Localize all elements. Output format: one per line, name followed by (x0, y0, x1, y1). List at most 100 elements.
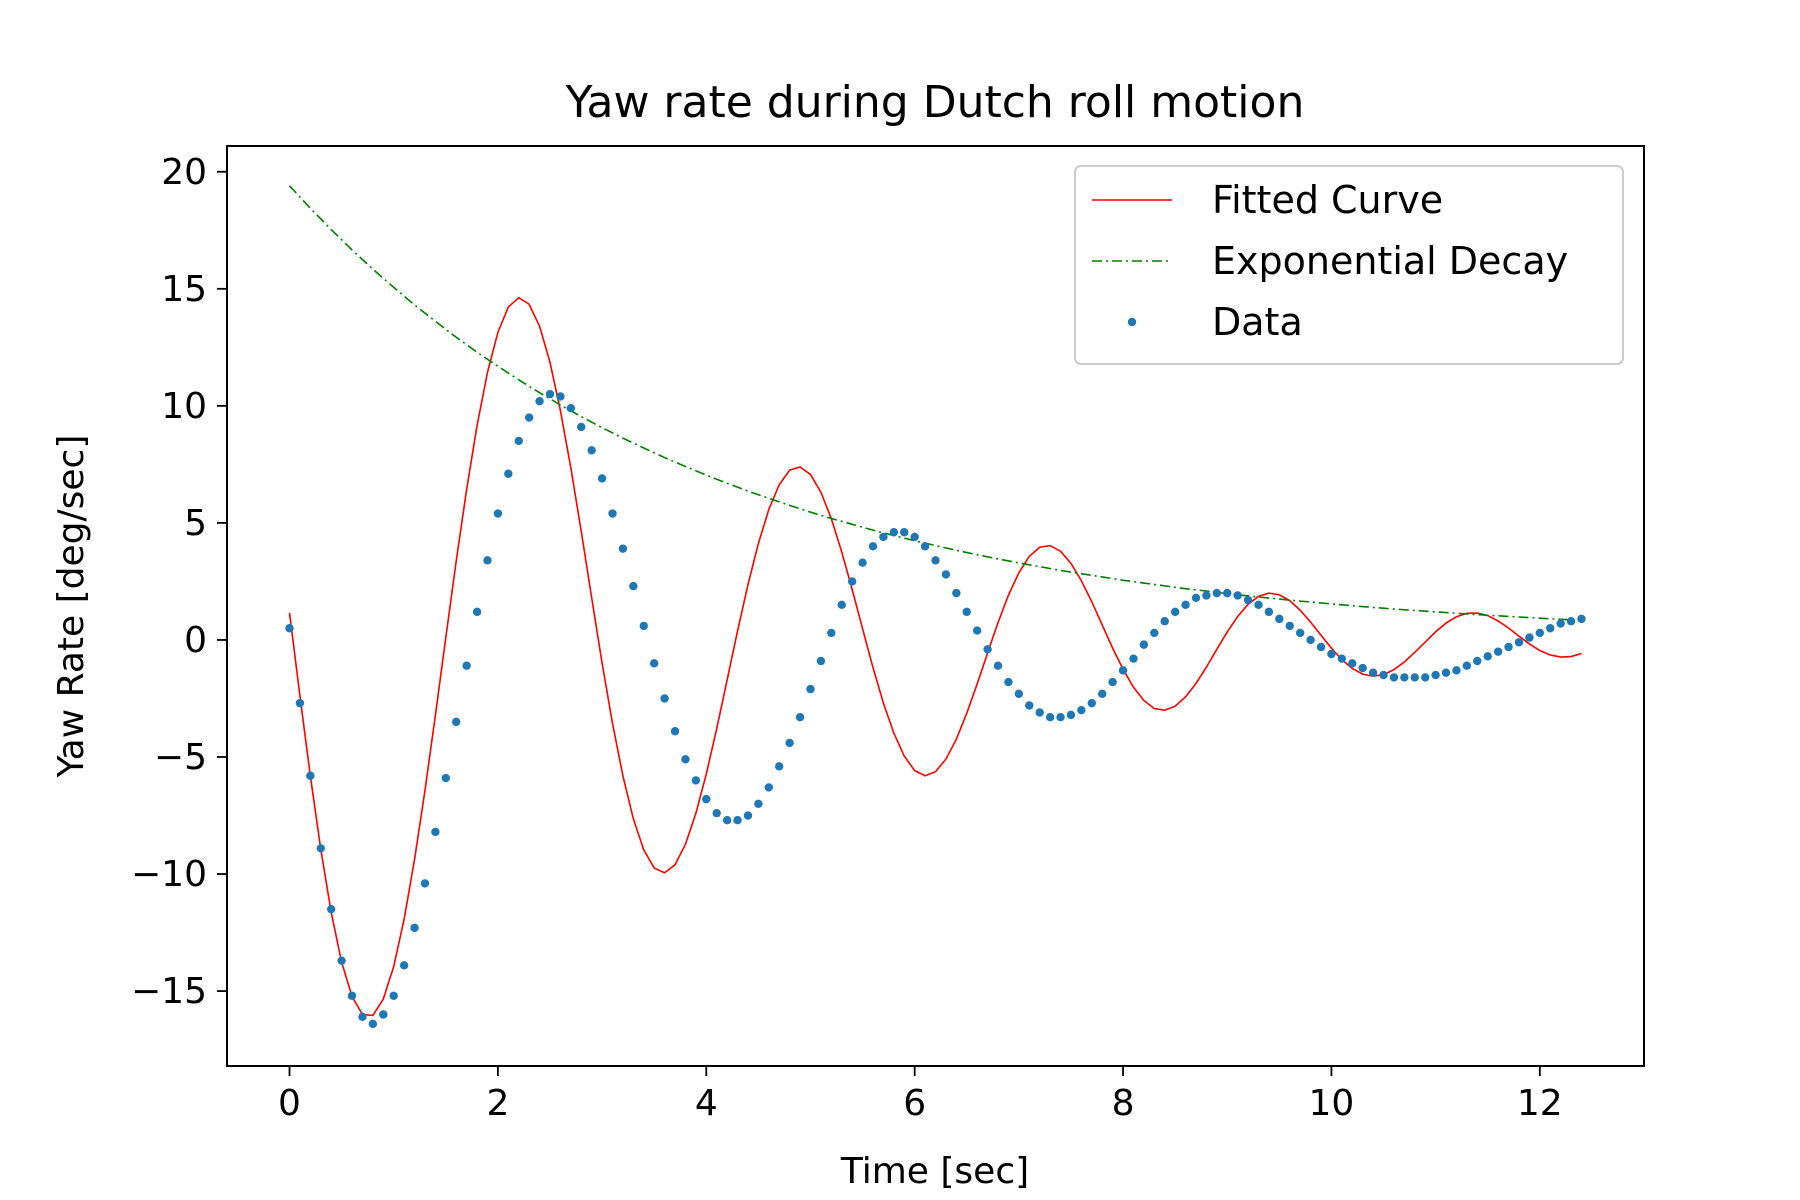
data-point (649, 659, 659, 668)
data-point (1191, 593, 1201, 603)
data-point (764, 783, 773, 792)
data-point (670, 727, 680, 736)
data-point (1577, 614, 1586, 624)
data-point (1358, 663, 1367, 673)
data-point (1462, 661, 1472, 670)
x-tick-label: 8 (1112, 1083, 1135, 1124)
y-tick-label: 5 (184, 503, 207, 544)
data-point (1493, 647, 1503, 656)
data-point (1181, 600, 1190, 610)
data-point (941, 570, 951, 579)
data-point (1421, 673, 1430, 682)
data-point (785, 738, 794, 748)
data-point (1566, 617, 1576, 626)
data-point (1254, 600, 1263, 610)
data-point (452, 717, 461, 727)
legend-box (1074, 165, 1624, 365)
data-point (618, 544, 628, 553)
data-point (1327, 649, 1336, 659)
data-point (566, 403, 576, 413)
y-tick-label: 10 (161, 386, 207, 427)
data-point (504, 469, 513, 478)
data-point (910, 532, 919, 542)
data-point (326, 904, 336, 914)
series-scatter-data (285, 389, 1586, 1029)
data-point (1316, 642, 1326, 652)
data-point (1108, 677, 1117, 687)
data-point (1368, 668, 1378, 677)
data-point (993, 661, 1003, 670)
data-point (868, 542, 878, 551)
data-point (1212, 588, 1222, 598)
data-point (1170, 607, 1180, 617)
data-point (1483, 652, 1492, 661)
x-axis-label: Time [sec] (840, 1151, 1029, 1192)
data-point (1014, 689, 1024, 698)
legend: Fitted Curve Exponential Decay Data (1074, 165, 1624, 365)
data-point (399, 961, 409, 970)
data-point (1337, 654, 1347, 663)
data-point (462, 661, 471, 670)
data-point (1150, 628, 1159, 638)
y-tick-label: −5 (154, 737, 207, 778)
data-point (1087, 698, 1096, 708)
data-point (535, 396, 544, 406)
data-point (431, 827, 440, 837)
data-point (1243, 595, 1253, 605)
data-point (1285, 621, 1294, 631)
y-tick-label: 20 (161, 152, 207, 193)
data-point (410, 923, 419, 933)
legend-label: Data (1212, 300, 1303, 344)
data-point (1264, 607, 1274, 617)
x-tick-label: 0 (278, 1083, 301, 1124)
data-point (514, 436, 523, 446)
data-point (702, 794, 711, 804)
data-point (1160, 617, 1169, 626)
data-point (775, 762, 784, 771)
data-point (524, 413, 534, 422)
data-point (306, 771, 315, 780)
x-tick-label: 4 (695, 1083, 718, 1124)
data-point (1306, 635, 1315, 645)
data-point (1535, 628, 1545, 638)
data-point (920, 542, 930, 551)
data-point (1473, 656, 1482, 666)
x-tick-label: 2 (486, 1083, 509, 1124)
data-point (545, 389, 555, 399)
series-line-exponential-decay (288, 185, 1582, 622)
data-point (837, 600, 846, 610)
series-line-fitted-curve (288, 296, 1582, 1017)
legend-label: Exponential Decay (1212, 239, 1568, 283)
data-point (754, 799, 763, 809)
data-point (1400, 673, 1409, 682)
data-point (1004, 677, 1013, 687)
data-point (556, 392, 565, 401)
data-point (285, 624, 294, 633)
data-point (1389, 673, 1399, 682)
y-tick-label: 0 (184, 620, 207, 661)
data-point (472, 607, 482, 617)
data-point (806, 684, 815, 694)
data-point (493, 509, 503, 518)
data-point (952, 588, 961, 598)
data-point (577, 422, 586, 432)
data-point (389, 991, 398, 1000)
data-point (681, 755, 690, 764)
data-point (1139, 640, 1149, 649)
data-point (316, 844, 325, 853)
data-point (1431, 670, 1440, 680)
plot-series (285, 185, 1586, 1029)
data-point (1410, 673, 1419, 682)
data-point (483, 556, 492, 565)
data-point (597, 474, 607, 483)
x-axis-ticks: 0 2 4 6 8 10 12 (278, 1066, 1563, 1124)
data-point (1035, 708, 1044, 717)
x-tick-label: 6 (903, 1083, 926, 1124)
y-tick-label: 15 (161, 269, 207, 310)
data-point (900, 528, 909, 537)
data-point (1275, 614, 1284, 624)
data-point (827, 628, 836, 638)
plot-frame (226, 145, 1645, 1067)
legend-swatch (1127, 317, 1137, 327)
